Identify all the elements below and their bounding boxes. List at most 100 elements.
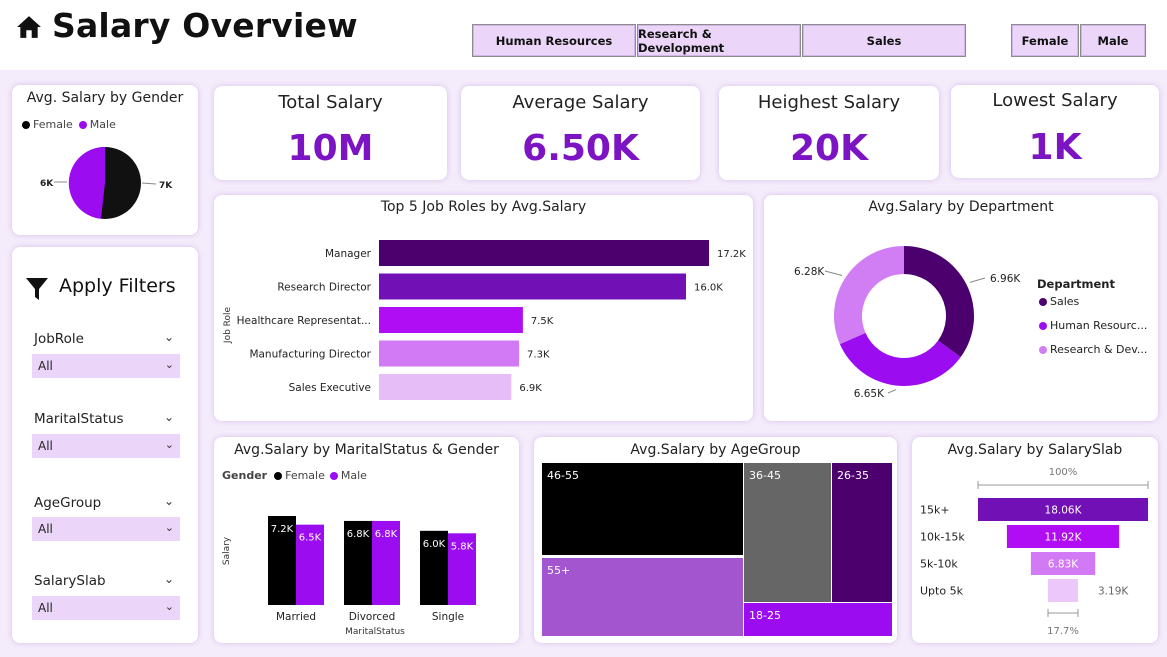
donut-slice[interactable] (834, 246, 904, 345)
treemap-tile[interactable] (542, 463, 743, 555)
legend-label-female: Female (285, 469, 325, 482)
bar-female[interactable] (268, 516, 296, 605)
treemap-tile-label: 55+ (547, 564, 570, 577)
bar-male[interactable] (372, 520, 400, 605)
bar-male[interactable] (448, 533, 476, 605)
slicer-button-sales[interactable]: Sales (802, 24, 966, 57)
funnel-category-label: 5k-10k (920, 558, 958, 571)
bar-data-label: 16.0K (694, 283, 723, 294)
legend-label-male: Male (340, 469, 367, 482)
pie-label-female: 7K (159, 181, 173, 191)
bar[interactable] (379, 240, 709, 266)
funnel-bar[interactable] (1030, 552, 1096, 575)
bar[interactable] (379, 307, 523, 333)
pie-slice-male[interactable] (68, 146, 105, 219)
kpi-label: Heighest Salary (757, 92, 901, 113)
bar-data-label: 17.2K (717, 249, 746, 260)
treemap-tile[interactable] (744, 463, 831, 602)
chevron-down-icon[interactable]: ⌄ (164, 572, 175, 586)
chevron-down-icon[interactable]: ⌄ (164, 330, 175, 344)
kpi-value: 1K (1028, 127, 1082, 168)
legend-swatch-female (274, 471, 283, 480)
funnel-category-label: 10k-15k (920, 531, 965, 544)
home-icon[interactable] (16, 14, 42, 40)
treemap-tile[interactable] (832, 463, 892, 602)
bar[interactable] (379, 340, 520, 367)
job-roles-axis-label: Job Role (223, 306, 233, 344)
leader-line (887, 389, 897, 394)
filter-select-value: All (38, 439, 53, 453)
kpi-value: 20K (790, 128, 868, 169)
gender-card-title: Avg. Salary by Gender (26, 90, 184, 106)
legend-swatch-female (22, 120, 30, 129)
donut-slice[interactable] (839, 332, 961, 386)
funnel-category-label: Upto 5k (920, 585, 964, 598)
legend-label: Human Resourc... (1050, 319, 1148, 332)
filter-select-jobrole[interactable]: All ⌄ (32, 354, 180, 378)
filter-select-value: All (38, 522, 53, 536)
bar-male[interactable] (296, 524, 324, 605)
legend-label: Sales (1050, 295, 1080, 308)
department-legend-item-hr[interactable]: Human Resourc... (1039, 319, 1147, 332)
kpi-card-average-salary: Average Salary 6.50K (461, 86, 700, 180)
marital-card: Avg.Salary by MaritalStatus & Gender Gen… (214, 437, 519, 643)
bar-data-label: 7.3K (527, 350, 550, 361)
department-legend-item-sales[interactable]: Sales (1039, 295, 1079, 308)
funnel-bar[interactable] (978, 498, 1148, 521)
treemap-tile[interactable] (744, 603, 892, 636)
treemap-tile-label: 36-45 (749, 469, 781, 482)
page-title: Salary Overview (52, 6, 358, 45)
filter-select-value: All (38, 601, 53, 615)
legend-swatch (1039, 297, 1047, 306)
marital-title: Avg.Salary by MaritalStatus & Gender (234, 442, 499, 458)
bar-female[interactable] (344, 520, 372, 605)
filter-select-salaryslab[interactable]: All ⌄ (32, 596, 180, 620)
bar-data-label: 6.5K (299, 533, 322, 544)
kpi-label: Total Salary (278, 92, 383, 113)
funnel-category-label: 15k+ (920, 504, 950, 517)
kpi-card-highest-salary: Heighest Salary 20K (719, 86, 939, 180)
bar-data-label: 7.5K (531, 316, 554, 327)
salary-slab-funnel: 100% 17.7% 15k+ 18.06K 10k-15k 11.92K 5k-10k… (920, 467, 1149, 637)
kpi-value: 6.50K (522, 128, 639, 169)
kpi-label: Average Salary (512, 92, 649, 113)
leader-line (824, 270, 843, 276)
funnel-bar[interactable] (1006, 525, 1120, 548)
chevron-down-icon: ⌄ (164, 358, 174, 371)
treemap-tile[interactable] (542, 558, 743, 636)
department-title: Avg.Salary by Department (868, 199, 1054, 215)
legend-swatch (1039, 345, 1047, 354)
treemap-tile-label: 18-25 (749, 609, 781, 622)
bar[interactable] (379, 374, 512, 400)
chevron-down-icon[interactable]: ⌄ (164, 410, 175, 424)
filter-select-agegroup[interactable]: All ⌄ (32, 517, 180, 541)
donut-data-label: 6.96K (990, 273, 1021, 285)
filter-select-maritalstatus[interactable]: All ⌄ (32, 434, 180, 458)
x-tick-label: Divorced (349, 611, 396, 623)
slicer-button-female[interactable]: Female (1011, 24, 1079, 57)
bar-category-label: Manager (325, 248, 372, 260)
donut-slice[interactable] (904, 246, 974, 358)
funnel-top-percent: 100% (1049, 467, 1078, 478)
marital-legend: Gender Female Male (222, 469, 367, 482)
bar-category-label: Healthcare Representat... (237, 315, 371, 327)
bar-data-label: 7.2K (271, 524, 294, 535)
age-group-title: Avg.Salary by AgeGroup (630, 442, 801, 458)
chevron-down-icon[interactable]: ⌄ (164, 494, 175, 508)
bar-category-label: Manufacturing Director (249, 349, 371, 361)
funnel-bar[interactable] (1047, 579, 1079, 602)
bar-female[interactable] (420, 530, 448, 605)
filter-icon (26, 278, 48, 300)
department-legend-title: Department (1037, 277, 1115, 291)
slicer-button-research-development[interactable]: Research & Development (637, 24, 801, 57)
job-roles-card: Top 5 Job Roles by Avg.Salary Job Role M… (214, 195, 753, 421)
kpi-label: Lowest Salary (992, 90, 1118, 111)
bar-data-label: 5.8K (451, 541, 474, 552)
funnel-data-label: 18.06K (1045, 505, 1083, 517)
bar[interactable] (379, 273, 686, 300)
gender-card: Avg. Salary by Gender Female Male 6K 7K (12, 85, 198, 235)
bar-data-label: 6.0K (423, 539, 446, 550)
department-legend-item-rd[interactable]: Research & Dev... (1039, 343, 1147, 356)
slicer-button-human-resources[interactable]: Human Resources (472, 24, 636, 57)
slicer-button-male[interactable]: Male (1080, 24, 1146, 57)
